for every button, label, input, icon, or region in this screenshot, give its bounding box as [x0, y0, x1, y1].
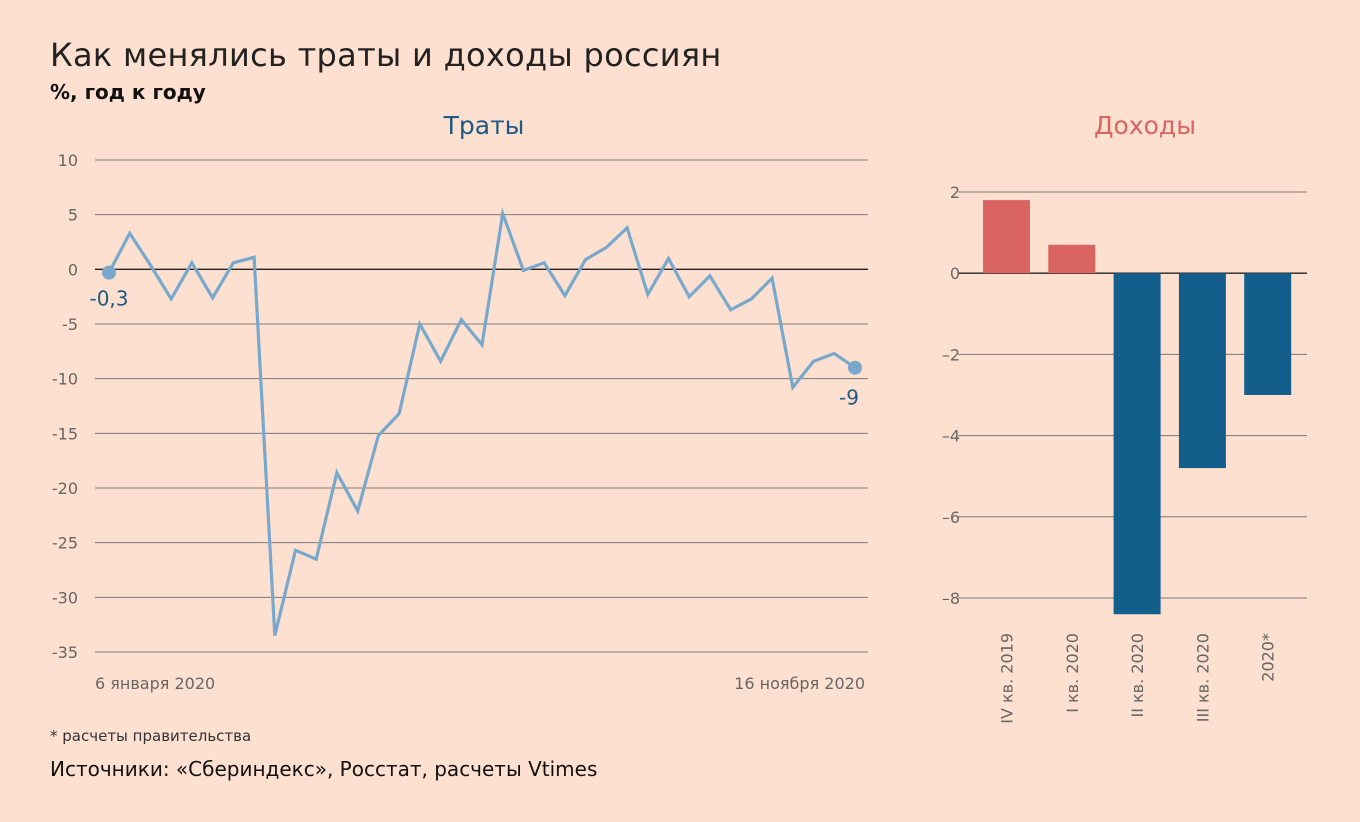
footnote: * расчеты правительства	[50, 727, 252, 745]
income-y-tick-label: 2	[950, 183, 960, 202]
income-category-label: III кв. 2020	[1193, 633, 1212, 722]
income-bar	[1048, 244, 1096, 274]
income-category-label: I кв. 2020	[1063, 633, 1082, 713]
spending-y-tick-label: 0	[68, 260, 78, 279]
spending-y-tick-label: -25	[52, 534, 78, 553]
spending-y-tick-label: -15	[52, 424, 78, 443]
income-category-label: 2020*	[1259, 633, 1278, 682]
spending-y-tick-label: 5	[68, 206, 78, 225]
spending-y-tick-label: -5	[62, 315, 78, 334]
spending-panel-title: Траты	[443, 111, 525, 140]
spending-x-start-label: 6 января 2020	[95, 674, 215, 693]
income-y-tick-label: –4	[942, 427, 960, 446]
spending-y-tick-label: -30	[52, 588, 78, 607]
income-bar	[983, 200, 1030, 274]
sources-note: Источники: «Сбериндекс», Росстат, расчет…	[50, 757, 598, 781]
spending-series-line	[107, 207, 856, 636]
income-category-label: II кв. 2020	[1128, 633, 1147, 718]
income-bar	[1113, 273, 1161, 615]
income-y-tick-label: –8	[942, 589, 960, 608]
spending-y-tick-label: -35	[52, 643, 78, 662]
spending-x-end-label: 16 ноября 2020	[734, 674, 865, 693]
spending-plot: -0,3 -9	[89, 207, 862, 636]
income-category-label: IV кв. 2019	[998, 633, 1017, 724]
spending-y-tick-label: 10	[58, 151, 78, 170]
spending-end-point	[102, 265, 116, 280]
income-panel-title: Доходы	[1094, 111, 1196, 140]
spending-y-tick-label: -20	[52, 479, 78, 498]
income-y-tick-label: –6	[942, 508, 960, 527]
income-y-tick-label: 0	[950, 264, 960, 283]
spending-gridlines: 10 5 0 -5 -10 -15 -20 -25 -30 -35	[52, 151, 868, 662]
spending-y-tick-label: -10	[52, 370, 78, 389]
spending-end-point	[848, 360, 862, 375]
spending-point-label: -0,3	[89, 287, 128, 311]
income-bar	[1178, 273, 1226, 469]
chart-subtitle: %, год к году	[50, 80, 206, 104]
income-bar	[1244, 273, 1292, 395]
spending-point-label: -9	[839, 386, 859, 410]
income-y-tick-label: –2	[942, 345, 960, 364]
chart-title: Как менялись траты и доходы россиян	[50, 36, 722, 74]
income-plot: IV кв. 2019 I кв. 2020 II кв. 2020 III кв. …	[983, 200, 1292, 724]
